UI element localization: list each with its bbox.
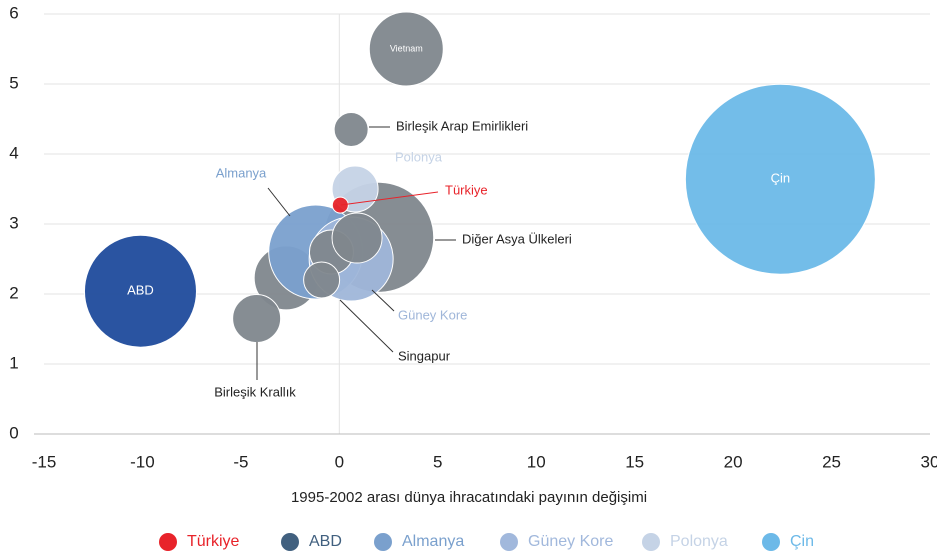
x-tick-label: 5	[433, 452, 442, 471]
leader-line	[339, 299, 394, 353]
legend-label: Türkiye	[187, 533, 240, 550]
point-label: ABD	[127, 283, 154, 298]
bubble	[333, 112, 369, 147]
x-tick-label: -10	[130, 452, 155, 471]
x-tick-label: 0	[335, 452, 344, 471]
x-tick-label: 30	[921, 452, 937, 471]
leader-line	[340, 191, 439, 206]
bubble	[83, 234, 197, 348]
bubble	[331, 212, 383, 264]
point-label: Birleşik Arap Emirlikleri	[396, 118, 528, 133]
legend-label: Almanya	[402, 533, 464, 550]
point-label: Polonya	[395, 149, 443, 164]
bubble	[303, 261, 341, 299]
point-label: Singapur	[398, 348, 451, 363]
legend-marker	[281, 533, 299, 551]
leader-line	[267, 187, 291, 217]
legend-label: ABD	[309, 533, 342, 550]
bubble	[368, 11, 444, 87]
legend-marker	[642, 533, 660, 551]
point-label: Birleşik Krallık	[214, 384, 296, 399]
legend-marker	[762, 533, 780, 551]
x-tick-label: 25	[822, 452, 841, 471]
point-label: Türkiye	[445, 182, 488, 197]
y-tick-label: 1	[9, 353, 18, 372]
x-tick-label: -15	[32, 452, 57, 471]
bubble	[684, 83, 876, 275]
bubble	[232, 294, 282, 343]
y-tick-label: 5	[9, 73, 18, 92]
point-label: Çin	[771, 171, 791, 186]
y-tick-label: 2	[9, 283, 18, 302]
bubble	[331, 196, 349, 214]
legend-marker	[500, 533, 518, 551]
x-tick-label: -5	[233, 452, 248, 471]
point-label: Güney Kore	[398, 307, 467, 322]
point-label: Almanya	[216, 165, 267, 180]
point-label: Vietnam	[390, 43, 423, 53]
legend-label: Polonya	[670, 533, 728, 550]
leader-line	[371, 289, 395, 312]
x-axis-label: 1995-2002 arası dünya ihracatındaki payı…	[291, 489, 647, 506]
y-tick-label: 3	[9, 213, 18, 232]
x-tick-label: 20	[724, 452, 743, 471]
legend-label: Güney Kore	[528, 533, 613, 550]
legend-marker	[374, 533, 392, 551]
point-label: Diğer Asya Ülkeleri	[462, 231, 572, 246]
legend-label: Çin	[790, 533, 814, 550]
legend-marker	[159, 533, 177, 551]
y-tick-label: 6	[9, 3, 18, 22]
x-tick-label: 15	[625, 452, 644, 471]
x-tick-label: 10	[527, 452, 546, 471]
y-tick-label: 4	[9, 143, 18, 162]
y-tick-label: 0	[9, 423, 18, 442]
